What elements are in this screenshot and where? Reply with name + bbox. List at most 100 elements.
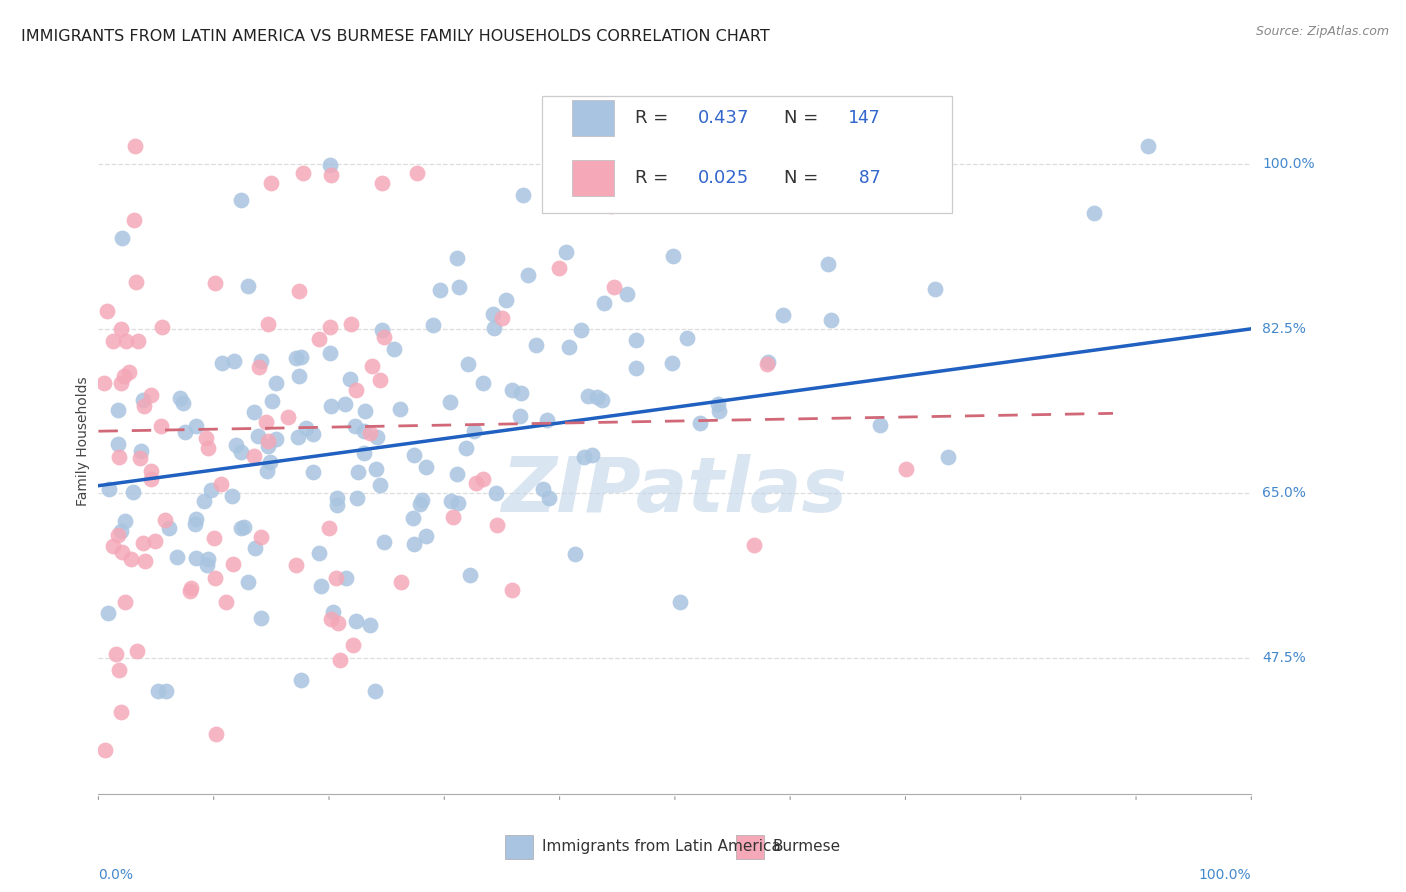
Point <box>250 354 273 368</box>
Point <box>346 491 368 506</box>
Point <box>243 541 266 555</box>
Point <box>501 583 523 598</box>
Point <box>325 571 347 585</box>
Point <box>290 673 312 688</box>
Point <box>360 359 382 373</box>
Point <box>1083 205 1105 219</box>
Point <box>772 308 794 322</box>
Point <box>122 484 145 499</box>
Text: 87: 87 <box>848 169 880 187</box>
Point <box>266 432 288 446</box>
Point <box>463 424 485 438</box>
Point <box>319 319 342 334</box>
Point <box>342 638 364 652</box>
Point <box>517 268 540 282</box>
Point <box>139 464 162 478</box>
Point <box>373 535 395 549</box>
Point <box>132 536 155 550</box>
Point <box>415 459 437 474</box>
Point <box>308 332 330 346</box>
Point <box>914 173 936 187</box>
Text: Burmese: Burmese <box>773 839 841 855</box>
Point <box>485 486 508 500</box>
Point <box>184 418 207 433</box>
Point <box>287 430 309 444</box>
Point <box>104 647 127 661</box>
Text: 147: 147 <box>848 109 880 127</box>
Point <box>458 568 481 582</box>
Point <box>548 261 571 276</box>
Point <box>242 405 264 419</box>
Text: N =: N = <box>785 169 824 187</box>
Point <box>446 467 468 482</box>
Text: 82.5%: 82.5% <box>1263 322 1306 335</box>
Point <box>685 138 707 153</box>
Point <box>110 322 132 336</box>
Point <box>869 417 891 432</box>
Point <box>388 402 411 417</box>
Point <box>454 442 477 456</box>
Point <box>260 176 283 190</box>
Point <box>366 462 388 476</box>
Point <box>186 512 208 526</box>
Point <box>600 199 623 213</box>
Point <box>166 549 188 564</box>
Point <box>335 571 357 585</box>
Point <box>284 351 307 365</box>
Point <box>820 312 842 326</box>
Point <box>143 533 166 548</box>
Point <box>169 392 191 406</box>
Point <box>180 581 202 595</box>
Text: R =: R = <box>634 109 673 127</box>
Point <box>756 355 779 369</box>
FancyBboxPatch shape <box>505 835 533 859</box>
Point <box>439 395 461 409</box>
Point <box>322 605 344 619</box>
Point <box>155 513 177 527</box>
Point <box>115 334 138 348</box>
Point <box>661 356 683 370</box>
Point <box>107 437 129 451</box>
Text: 47.5%: 47.5% <box>1263 650 1306 665</box>
Point <box>256 434 278 448</box>
Point <box>150 319 173 334</box>
Point <box>277 410 299 425</box>
Point <box>344 614 367 628</box>
Point <box>250 530 273 544</box>
Point <box>429 283 451 297</box>
Point <box>172 395 194 409</box>
Point <box>554 245 576 260</box>
Point <box>755 358 778 372</box>
Point <box>225 438 247 452</box>
Text: Immigrants from Latin America: Immigrants from Latin America <box>543 839 782 855</box>
FancyBboxPatch shape <box>572 100 614 136</box>
Point <box>896 462 918 476</box>
Point <box>118 365 141 379</box>
Point <box>132 393 155 408</box>
Point <box>353 424 375 438</box>
Point <box>107 528 129 542</box>
Text: 100.0%: 100.0% <box>1199 868 1251 882</box>
Point <box>936 450 959 464</box>
Point <box>224 354 246 368</box>
Point <box>308 546 330 560</box>
Point <box>319 158 342 172</box>
Point <box>96 303 118 318</box>
Point <box>114 594 136 608</box>
Text: N =: N = <box>785 109 824 127</box>
Point <box>193 494 215 508</box>
Point <box>501 383 523 397</box>
FancyBboxPatch shape <box>572 160 614 196</box>
Point <box>319 612 342 626</box>
Text: 0.0%: 0.0% <box>98 868 134 882</box>
Point <box>287 284 309 298</box>
Point <box>110 524 132 538</box>
Point <box>531 482 554 496</box>
Point <box>246 429 269 443</box>
Point <box>509 409 531 423</box>
Point <box>295 421 318 435</box>
Point <box>510 386 533 401</box>
Point <box>404 536 426 550</box>
Point <box>592 296 614 310</box>
Point <box>344 418 367 433</box>
